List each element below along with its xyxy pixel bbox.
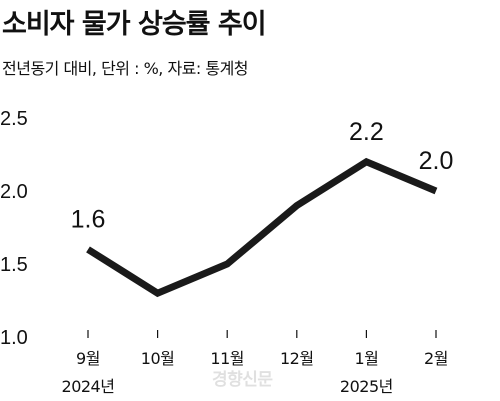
x-tick-label: 10월 xyxy=(141,349,175,368)
y-tick-label: 2.0 xyxy=(0,181,28,203)
chart-title: 소비자 물가 상승률 추이 xyxy=(2,9,267,40)
y-tick-label: 1.0 xyxy=(0,327,28,349)
x-tick-label: 1월 xyxy=(354,349,378,368)
y-axis-ticks: 1.0 1.5 2.0 2.5 xyxy=(0,108,28,349)
chart-subtitle: 전년동기 대비, 단위 : %, 자료: 통계청 xyxy=(2,59,249,78)
watermark: 경향신문 xyxy=(212,370,273,390)
y-tick-label: 2.5 xyxy=(0,108,28,130)
data-label: 2.2 xyxy=(349,118,384,146)
data-labels: 1.6 2.2 2.0 xyxy=(71,118,454,234)
series-line xyxy=(86,157,438,298)
x-tick-label: 11월 xyxy=(210,349,244,368)
x-tick-label: 12월 xyxy=(280,349,314,368)
year-label: 2024년 xyxy=(62,377,115,396)
x-axis-ticks: 9월 10월 11월 12월 1월 2월 2024년 2025년 xyxy=(62,330,448,396)
x-tick-label: 9월 xyxy=(76,349,100,368)
x-tick-label: 2월 xyxy=(424,349,448,368)
data-label: 2.0 xyxy=(419,147,454,175)
data-label: 1.6 xyxy=(71,205,106,233)
y-tick-label: 1.5 xyxy=(0,254,28,276)
year-label: 2025년 xyxy=(340,377,393,396)
